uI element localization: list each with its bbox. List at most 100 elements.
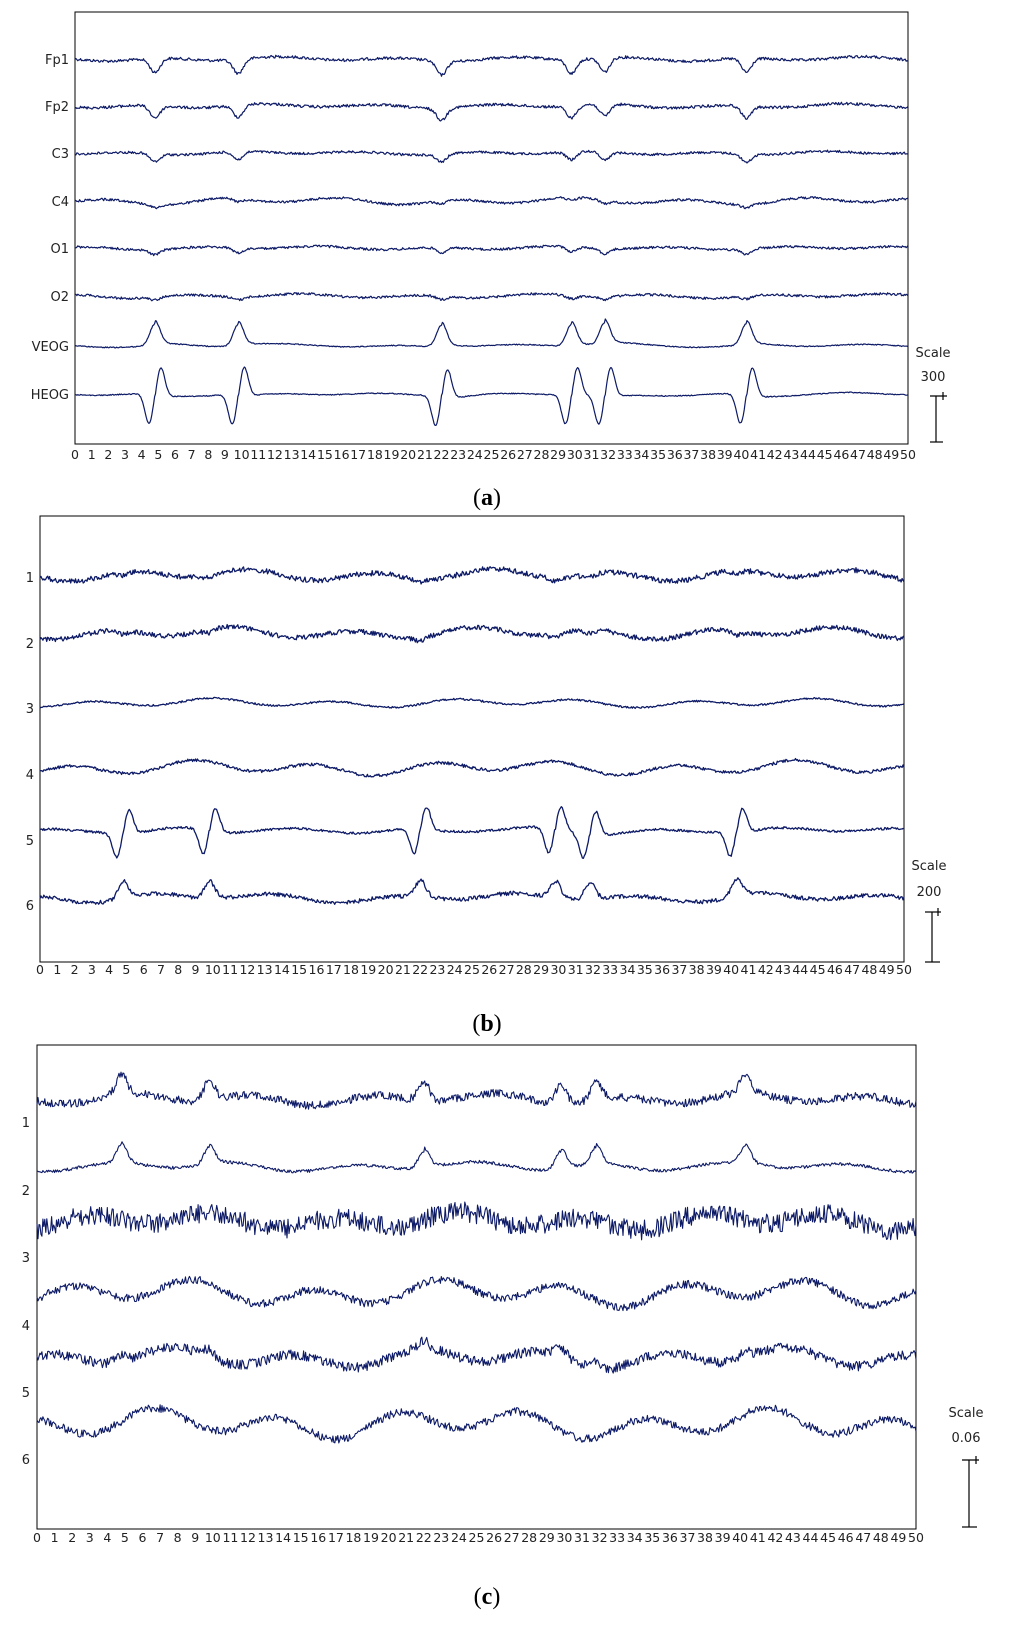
panel-a-x-tick-label: 23 xyxy=(450,447,466,462)
panel-a-x-tick-label: 14 xyxy=(300,447,316,462)
panel-b-channel-label: 3 xyxy=(26,702,34,717)
panel-b-x-tick-label: 21 xyxy=(395,962,411,977)
panel-a-x-tick-label: 50 xyxy=(900,447,916,462)
panel-a-x-tick-label: 1 xyxy=(88,447,96,462)
panel-c-trace-5 xyxy=(36,1336,917,1374)
panel-b-x-tick-label: 3 xyxy=(88,962,96,977)
panel-a-x-tick-label: 7 xyxy=(188,447,196,462)
panel-c-x-tick-label: 44 xyxy=(803,1530,819,1545)
panel-c-x-tick-label: 0 xyxy=(33,1530,41,1545)
panel-b-x-tick-label: 35 xyxy=(637,962,653,977)
panel-c-x-tick-label: 22 xyxy=(416,1530,432,1545)
panel-a-trace-Fp1 xyxy=(74,54,909,77)
panel-c-x-tick-label: 40 xyxy=(732,1530,748,1545)
panel-b-x-tick-label: 4 xyxy=(105,962,113,977)
panel-b-x-tick-label: 36 xyxy=(654,962,670,977)
panel-b-x-ticks: 0 1 2 3 4 5 6 7 8 9 10 11 12 13 14 15 16 17 18 19 20 21 22 23 24… xyxy=(36,962,912,977)
panel-c-x-tick-label: 28 xyxy=(521,1530,537,1545)
panel-c-x-tick-label: 36 xyxy=(662,1530,678,1545)
panel-b-x-tick-label: 0 xyxy=(36,962,44,977)
panel-c-x-tick-label: 3 xyxy=(86,1530,94,1545)
panel-a-x-tick-label: 39 xyxy=(717,447,733,462)
panel-c-channel-label: 2 xyxy=(22,1184,30,1199)
panel-c-x-tick-label: 37 xyxy=(680,1530,696,1545)
panel-c: 1 2 3 4 5 6 0 1 2 3 4 5 6 7 8 9 10 11 12 13 14 15 16 17 18… xyxy=(22,1044,983,1610)
panel-c-x-tick-label: 24 xyxy=(451,1530,467,1545)
panel-a-traces xyxy=(74,54,909,426)
panel-c-channel-labels: 1 2 3 4 5 6 xyxy=(22,1116,30,1468)
panel-c-x-tick-label: 47 xyxy=(855,1530,871,1545)
panel-b-x-tick-label: 17 xyxy=(326,962,342,977)
panel-c-x-tick-label: 23 xyxy=(433,1530,449,1545)
panel-c-x-tick-label: 31 xyxy=(574,1530,590,1545)
panel-a-channel-label: HEOG xyxy=(31,388,69,403)
panel-a-x-tick-label: 30 xyxy=(567,447,583,462)
panel-a-x-tick-label: 44 xyxy=(800,447,816,462)
panel-c-x-tick-label: 35 xyxy=(644,1530,660,1545)
panel-a-x-tick-label: 6 xyxy=(171,447,179,462)
panel-a-channel-label: Fp1 xyxy=(45,53,69,68)
panel-c-x-tick-label: 42 xyxy=(767,1530,783,1545)
panel-a-channel-label: O1 xyxy=(50,242,69,257)
panel-a-x-tick-label: 31 xyxy=(584,447,600,462)
panel-a-x-tick-label: 10 xyxy=(234,447,250,462)
panel-a-channel-label: C4 xyxy=(52,195,69,210)
panel-c-x-tick-label: 38 xyxy=(697,1530,713,1545)
panel-b-x-tick-label: 1 xyxy=(53,962,61,977)
panel-a-trace-C3 xyxy=(74,149,909,164)
panel-a-x-tick-label: 29 xyxy=(550,447,566,462)
panel-a-frame xyxy=(74,11,909,445)
panel-c-x-tick-label: 43 xyxy=(785,1530,801,1545)
panel-b-x-tick-label: 8 xyxy=(174,962,182,977)
panel-a-trace-Fp2 xyxy=(74,101,909,122)
panel-a-scale-bar xyxy=(930,392,947,443)
panel-b: 1 2 3 4 5 6 0 1 2 3 4 5 6 7 8 9 10 11 12 13 14 15 16 17 18… xyxy=(26,515,946,1037)
panel-a-x-tick-label: 27 xyxy=(517,447,533,462)
panel-a-x-tick-label: 4 xyxy=(138,447,146,462)
panel-c-x-tick-label: 30 xyxy=(556,1530,572,1545)
panel-a-x-tick-label: 48 xyxy=(867,447,883,462)
panel-a-x-tick-label: 42 xyxy=(767,447,783,462)
panel-a-x-tick-label: 40 xyxy=(733,447,749,462)
panel-b-trace-6 xyxy=(39,877,905,905)
panel-c-channel-label: 4 xyxy=(22,1319,30,1334)
panel-b-x-tick-label: 45 xyxy=(810,962,826,977)
panel-a-x-tick-label: 21 xyxy=(417,447,433,462)
panel-a-x-tick-label: 32 xyxy=(600,447,616,462)
panel-b-x-tick-label: 24 xyxy=(447,962,463,977)
panel-c-x-tick-label: 9 xyxy=(191,1530,199,1545)
panel-b-x-tick-label: 11 xyxy=(222,962,238,977)
panel-b-x-tick-label: 10 xyxy=(205,962,221,977)
panel-b-x-tick-label: 9 xyxy=(192,962,200,977)
panel-a-x-tick-label: 17 xyxy=(350,447,366,462)
panel-c-x-tick-label: 12 xyxy=(240,1530,256,1545)
panel-c-x-tick-label: 17 xyxy=(328,1530,344,1545)
panel-c-x-tick-label: 19 xyxy=(363,1530,379,1545)
panel-c-x-tick-label: 18 xyxy=(345,1530,361,1545)
panel-c-x-tick-label: 6 xyxy=(139,1530,147,1545)
panel-a-x-tick-label: 11 xyxy=(250,447,266,462)
panel-c-x-tick-label: 34 xyxy=(627,1530,643,1545)
panel-b-x-tick-label: 48 xyxy=(861,962,877,977)
panel-b-x-tick-label: 40 xyxy=(723,962,739,977)
panel-b-x-tick-label: 44 xyxy=(792,962,808,977)
panel-c-x-tick-label: 10 xyxy=(205,1530,221,1545)
panel-b-x-tick-label: 41 xyxy=(741,962,757,977)
panel-a-x-tick-label: 15 xyxy=(317,447,333,462)
panel-a-x-ticks: 0 1 2 3 4 5 6 7 8 9 10 11 12 13 14 15 16 17 18 19 20 21 22 23 24… xyxy=(71,447,916,462)
panel-c-caption: (c) xyxy=(474,1584,501,1610)
panel-b-x-tick-label: 22 xyxy=(412,962,428,977)
panel-c-x-tick-label: 20 xyxy=(381,1530,397,1545)
panel-b-x-tick-label: 29 xyxy=(533,962,549,977)
panel-a-x-tick-label: 49 xyxy=(883,447,899,462)
panel-c-x-tick-label: 25 xyxy=(469,1530,485,1545)
panel-c-x-tick-label: 41 xyxy=(750,1530,766,1545)
panel-b-x-tick-label: 42 xyxy=(758,962,774,977)
panel-a-x-tick-label: 34 xyxy=(633,447,649,462)
panel-b-x-tick-label: 6 xyxy=(140,962,148,977)
panel-c-scale-bar xyxy=(962,1456,979,1528)
panel-a-trace-HEOG xyxy=(75,366,909,426)
panel-b-x-tick-label: 20 xyxy=(378,962,394,977)
